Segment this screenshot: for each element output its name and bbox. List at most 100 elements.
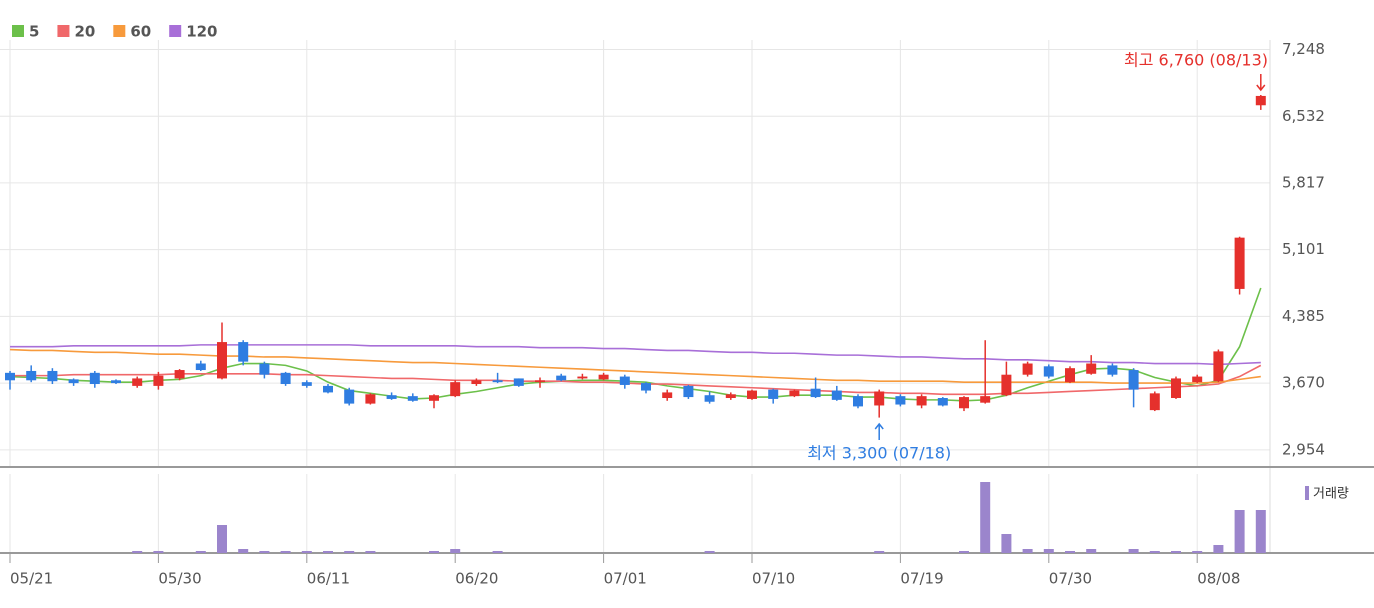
candle-body xyxy=(153,375,164,386)
legend-label: 20 xyxy=(74,23,95,41)
candle-body xyxy=(89,372,100,385)
low-arrow xyxy=(874,422,884,440)
volume-bar xyxy=(980,482,991,553)
candle-body xyxy=(450,382,461,397)
legend-label: 120 xyxy=(186,23,217,41)
candle-body xyxy=(301,382,312,386)
candle-body xyxy=(789,390,800,397)
volume-bar xyxy=(704,551,715,553)
candle-body xyxy=(1149,393,1160,411)
candle-body xyxy=(662,392,673,399)
y-tick-label: 4,385 xyxy=(1282,307,1325,325)
volume-bar xyxy=(1171,551,1181,553)
candle-body xyxy=(619,376,630,385)
volume-bar xyxy=(959,551,969,553)
y-tick-label: 6,532 xyxy=(1282,107,1325,125)
candle-body xyxy=(577,376,588,379)
candle-body xyxy=(937,398,948,406)
candle-body xyxy=(535,380,545,383)
candle-body xyxy=(1086,363,1097,374)
low-annotation: 최저 3,300 (07/18) xyxy=(807,444,951,463)
candle-body xyxy=(683,385,694,398)
legend-swatch xyxy=(57,25,70,37)
candle-body xyxy=(238,342,249,362)
candle-body xyxy=(1043,366,1054,377)
candle-body xyxy=(598,374,609,380)
x-tick-label: 05/21 xyxy=(10,570,53,588)
volume-bar xyxy=(1192,551,1203,553)
volume-bar xyxy=(217,525,227,553)
legend-swatch xyxy=(113,25,126,37)
volume-bar xyxy=(1065,551,1075,553)
volume-bar xyxy=(132,551,143,553)
candle-body xyxy=(1128,370,1139,390)
legend-swatch xyxy=(169,25,182,37)
candle-body xyxy=(980,396,991,403)
candle-body xyxy=(195,363,206,371)
volume-bar xyxy=(365,551,376,553)
volume-bar xyxy=(238,549,249,553)
candle-body xyxy=(259,363,270,375)
candle-body xyxy=(365,394,376,404)
candle-body xyxy=(344,389,355,404)
candle-body xyxy=(111,380,121,384)
volume-bar xyxy=(280,551,291,553)
candle-body xyxy=(1255,95,1266,106)
legend-label: 60 xyxy=(130,23,151,41)
candle-body xyxy=(831,390,842,400)
candle-body xyxy=(492,380,503,383)
y-tick-label: 7,248 xyxy=(1282,40,1325,58)
candle-body xyxy=(556,375,567,381)
candle-body xyxy=(725,394,736,399)
candle-body xyxy=(471,380,482,385)
candle-body xyxy=(217,342,227,379)
x-tick-label: 07/30 xyxy=(1049,570,1092,588)
candle-body xyxy=(513,378,524,386)
candle-body xyxy=(26,370,37,381)
x-tick-label: 06/11 xyxy=(307,570,350,588)
candle-body xyxy=(386,395,397,399)
high-annotation: 최고 6,760 (08/13) xyxy=(1124,51,1268,70)
volume-bar xyxy=(259,551,270,553)
legend-swatch xyxy=(12,25,24,37)
y-tick-label: 5,817 xyxy=(1282,173,1325,191)
candle-body xyxy=(810,388,821,398)
volume-bar xyxy=(1128,549,1139,553)
volume-bar xyxy=(429,551,439,553)
candle-body xyxy=(280,372,291,385)
candle-body xyxy=(853,396,863,407)
candle-body xyxy=(1001,374,1012,396)
volume-bar xyxy=(1213,545,1224,553)
x-tick-label: 06/20 xyxy=(455,570,498,588)
candle-body xyxy=(174,370,185,379)
volume-bar xyxy=(1255,510,1266,553)
candle-body xyxy=(916,396,927,406)
candle-body xyxy=(429,395,439,401)
x-tick-label: 08/08 xyxy=(1197,570,1240,588)
candle-body xyxy=(704,395,715,402)
y-tick-label: 5,101 xyxy=(1282,240,1325,258)
candle-body xyxy=(747,390,757,399)
candle-body xyxy=(895,396,906,405)
candle-body xyxy=(1171,378,1181,399)
candle-body xyxy=(323,385,333,393)
candle-body xyxy=(641,383,651,391)
candle-body xyxy=(132,378,143,386)
candle-body xyxy=(68,379,79,384)
volume-bar xyxy=(1001,534,1012,553)
volume-bar xyxy=(323,551,333,553)
volume-bar xyxy=(450,549,461,553)
y-tick-label: 3,670 xyxy=(1282,374,1325,392)
candle-body xyxy=(1234,237,1245,289)
candle-body xyxy=(768,389,779,399)
volume-legend-swatch xyxy=(1305,486,1309,500)
volume-bar xyxy=(195,551,206,553)
volume-bar xyxy=(301,551,312,553)
x-tick-label: 07/01 xyxy=(604,570,647,588)
volume-bar xyxy=(492,551,503,553)
x-tick-label: 05/30 xyxy=(158,570,201,588)
candle-body xyxy=(1192,376,1203,383)
high-arrow xyxy=(1256,74,1266,92)
